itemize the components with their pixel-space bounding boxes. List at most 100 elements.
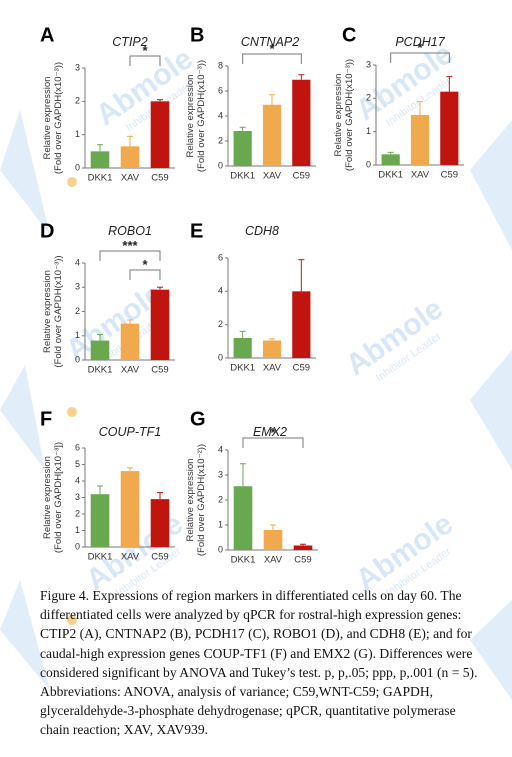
chart-svg: D ROBO1 Relative expression (Fold over GAPD… <box>40 221 175 375</box>
significance-bracket <box>129 269 161 280</box>
y-axis-label-line: (Fold over GAPDH[x10⁻³]) <box>53 442 64 553</box>
y-tick-label: 0 <box>218 160 223 170</box>
bar <box>90 151 110 168</box>
y-tick-label: 3 <box>218 469 223 479</box>
bar <box>120 323 140 360</box>
panel-letter: B <box>190 25 204 47</box>
significance-label: * <box>270 425 276 440</box>
y-tick-label: 2 <box>75 306 80 316</box>
panel-letter: E <box>190 221 203 243</box>
bar <box>90 340 110 360</box>
chart-title: CNTNAP2 <box>241 35 299 49</box>
x-tick-label: DKK1 <box>88 551 113 562</box>
y-axis-label-line: Relative expression <box>42 77 53 160</box>
x-tick-label: DKK1 <box>231 554 256 565</box>
bar <box>292 291 311 358</box>
significance-bracket <box>129 55 161 66</box>
y-axis-label-line: (Fold over GAPDH(x10⁻²)) <box>196 444 207 556</box>
bar <box>410 115 430 165</box>
bar <box>150 289 170 360</box>
chart-svg: G EMX2 Relative expression (Fold over GAPDH… <box>185 409 318 565</box>
y-tick-label: 0 <box>75 541 80 551</box>
bar <box>120 146 140 168</box>
y-tick-label: 0 <box>366 159 371 169</box>
bar <box>120 471 140 547</box>
chart-title: EMX2 <box>253 425 287 439</box>
y-axis-label-line: Relative expression <box>42 270 53 353</box>
significance-label: * <box>417 40 423 55</box>
bar <box>233 486 253 550</box>
panel-letter: D <box>40 221 54 243</box>
y-tick-label: 0 <box>75 162 80 172</box>
significance-bracket <box>390 52 450 63</box>
chart-svg: C PCDH17 Relative expression (Fold over GAP… <box>333 25 464 180</box>
y-axis-label-line: (Fold over GAPDH(x10⁻³)) <box>53 255 64 367</box>
x-tick-label: C59 <box>293 170 310 181</box>
bar <box>262 104 282 166</box>
panel-letter: A <box>40 25 54 47</box>
bar <box>263 530 283 550</box>
y-tick-label: 1 <box>218 519 223 529</box>
y-tick-label: 0 <box>218 352 223 362</box>
y-tick-label: 0 <box>75 354 80 364</box>
y-tick-label: 3 <box>75 62 80 72</box>
y-tick-label: 1 <box>75 330 80 340</box>
x-tick-label: C59 <box>294 554 311 565</box>
significance-label: * <box>269 41 275 56</box>
significance-bracket <box>242 53 302 64</box>
bar <box>90 494 110 547</box>
chart-svg: F COUP-TF1 Relative expression (Fold over G… <box>40 409 175 562</box>
y-tick-label: 3 <box>75 492 80 502</box>
x-tick-label: XAV <box>263 170 282 181</box>
y-tick-label: 5 <box>75 459 80 469</box>
y-axis-label-line: Relative expression <box>333 74 344 157</box>
y-tick-label: 2 <box>218 494 223 504</box>
x-tick-label: DKK1 <box>88 172 113 183</box>
y-tick-label: 0 <box>218 544 223 554</box>
x-tick-label: C59 <box>441 169 458 180</box>
y-axis-label: Relative expression (Fold over GAPDH(x10⁻… <box>42 255 64 367</box>
bar <box>262 340 282 358</box>
bar <box>292 79 311 166</box>
y-tick-label: 2 <box>75 96 80 106</box>
chart-title: CTIP2 <box>112 35 147 49</box>
x-tick-label: DKK1 <box>88 364 113 375</box>
chart-title: PCDH17 <box>395 35 445 49</box>
y-tick-label: 8 <box>218 60 223 70</box>
y-tick-label: 4 <box>75 257 80 267</box>
bar <box>233 338 252 358</box>
y-axis-label: Relative expression (Fold over GAPDH(x10⁻… <box>333 59 355 171</box>
significance-label: *** <box>122 238 138 253</box>
x-tick-label: XAV <box>121 551 140 562</box>
y-tick-label: 1 <box>366 126 371 136</box>
bar <box>233 131 252 166</box>
chart-svg: E CDH8 0 2 4 6 DKK1 XAV C59 <box>190 221 316 373</box>
y-axis-label: Relative expression (Fold over GAPDH(x10⁻… <box>42 62 64 174</box>
y-axis-label-line: Relative expression <box>185 75 196 158</box>
y-tick-label: 2 <box>218 135 223 145</box>
chart-title: CDH8 <box>245 224 279 238</box>
x-tick-label: XAV <box>264 554 283 565</box>
bar <box>381 154 400 165</box>
y-tick-label: 4 <box>218 286 223 296</box>
bar <box>150 101 170 168</box>
y-tick-label: 4 <box>218 110 223 120</box>
panel-letter: G <box>190 409 206 431</box>
x-tick-label: DKK1 <box>230 170 255 181</box>
x-tick-label: C59 <box>151 364 168 375</box>
panel-letter: C <box>342 25 356 47</box>
y-tick-label: 2 <box>366 93 371 103</box>
y-axis-label-line: (Fold over GAPDH(x10⁻³)) <box>344 59 355 171</box>
bar <box>293 545 313 550</box>
y-axis-label: Relative expression (Fold over GAPDH[x10⁻… <box>42 442 64 553</box>
y-tick-label: 4 <box>218 444 223 454</box>
x-tick-label: XAV <box>263 362 282 373</box>
significance-label: * <box>142 43 148 58</box>
significance-bracket <box>99 250 161 261</box>
y-tick-label: 2 <box>218 319 223 329</box>
bar <box>150 499 170 547</box>
x-tick-label: C59 <box>293 362 310 373</box>
y-tick-label: 3 <box>75 282 80 292</box>
y-axis-label: Relative expression (Fold over GAPDH(x10⁻… <box>185 444 207 556</box>
significance-bracket <box>242 437 304 448</box>
